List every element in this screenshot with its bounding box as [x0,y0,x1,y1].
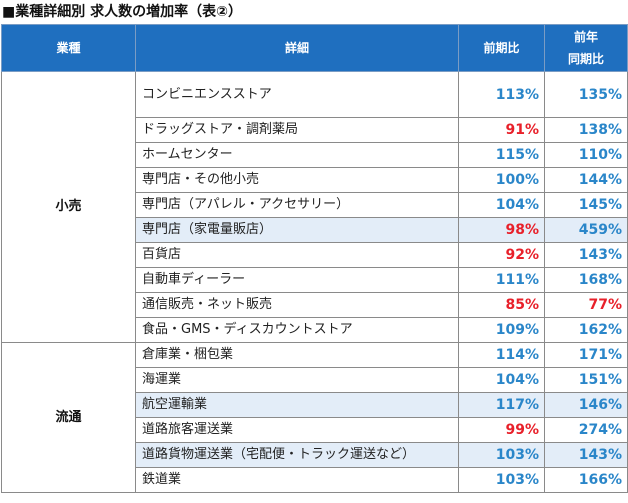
detail-cell: 自動車ディーラー [135,267,459,293]
mom-cell: 92% [458,242,545,268]
detail-cell: 専門店（アパレル・アクセサリー） [135,192,459,218]
detail-cell: 百貨店 [135,242,459,268]
detail-cell: 専門店（家電量販店） [135,217,459,243]
table-row: ドラッグストア・調剤薬局 91% 138% [2,117,628,143]
detail-cell: 食品・GMS・ディスカウントストア [135,317,459,343]
mom-cell: 115% [458,142,545,168]
header-detail: 詳細 [135,24,459,72]
header-category: 業種 [1,24,136,72]
yoy-cell: 110% [544,142,628,168]
mom-cell: 103% [458,442,545,468]
detail-cell: 道路貨物運送業（宅配便・トラック運送など） [135,442,459,468]
mom-cell: 99% [458,417,545,443]
mom-cell: 100% [458,167,545,193]
mom-cell: 91% [458,117,545,143]
table-row: 鉄道業 103% 166% [2,467,628,493]
yoy-cell: 77% [544,292,628,318]
detail-cell: ドラッグストア・調剤薬局 [135,117,459,143]
job-growth-table: 業種 詳細 前期比 前年 同期比 小売 コンビニエンスストア 113% 135% … [1,24,628,493]
yoy-cell: 143% [544,442,628,468]
yoy-cell: 151% [544,367,628,393]
table-row-highlighted: 専門店（家電量販店） 98% 459% [2,217,628,243]
yoy-cell: 146% [544,392,628,418]
yoy-cell: 166% [544,467,628,493]
mom-cell: 98% [458,217,545,243]
table-row: ホームセンター 115% 110% [2,142,628,168]
yoy-cell: 168% [544,267,628,293]
detail-cell: 航空運輸業 [135,392,459,418]
mom-cell: 104% [458,367,545,393]
mom-cell: 114% [458,342,545,368]
table-row-highlighted: 航空運輸業 117% 146% [2,392,628,418]
table-title: ■業種詳細別 求人数の増加率（表②） [2,4,242,20]
header-yoy-line2: 同期比 [567,52,604,66]
yoy-cell: 144% [544,167,628,193]
yoy-cell: 135% [544,71,628,118]
mom-cell: 104% [458,192,545,218]
header-yoy: 前年 同期比 [544,24,628,72]
detail-cell: 専門店・その他小売 [135,167,459,193]
header-yoy-line1: 前年 [573,30,598,44]
yoy-cell: 145% [544,192,628,218]
table-row: 小売 コンビニエンスストア 113% 135% [1,71,628,343]
category-cell-distribution: 流通 [1,342,136,493]
detail-cell: 倉庫業・梱包業 [135,342,459,368]
table-row-highlighted: 道路貨物運送業（宅配便・トラック運送など） 103% 143% [2,442,628,468]
mom-cell: 85% [458,292,545,318]
table-row: 食品・GMS・ディスカウントストア 109% 162% [2,317,628,343]
table-row: 百貨店 92% 143% [2,242,628,268]
detail-cell: 通信販売・ネット販売 [135,292,459,318]
mom-cell: 111% [458,267,545,293]
mom-cell: 109% [458,317,545,343]
detail-cell: 鉄道業 [135,467,459,493]
header-row: 業種 詳細 前期比 前年同期比 [1,24,628,72]
yoy-cell: 162% [544,317,628,343]
detail-cell: ホームセンター [135,142,459,168]
category-cell-retail: 小売 [1,71,136,343]
yoy-cell: 138% [544,117,628,143]
header-mom: 前期比 [458,24,545,72]
mom-cell: 117% [458,392,545,418]
mom-cell: 103% [458,467,545,493]
mom-cell: 113% [458,71,545,118]
table-row: 専門店（アパレル・アクセサリー） 104% 145% [2,192,628,218]
table-row: 流通 倉庫業・梱包業 114% 171% [1,342,628,493]
detail-cell: 道路旅客運送業 [135,417,459,443]
yoy-cell: 143% [544,242,628,268]
yoy-cell: 274% [544,417,628,443]
detail-cell: コンビニエンスストア [135,71,459,118]
table-row: 専門店・その他小売 100% 144% [2,167,628,193]
detail-cell: 海運業 [135,367,459,393]
table-row: 自動車ディーラー 111% 168% [2,267,628,293]
yoy-cell: 171% [544,342,628,368]
yoy-cell: 459% [544,217,628,243]
